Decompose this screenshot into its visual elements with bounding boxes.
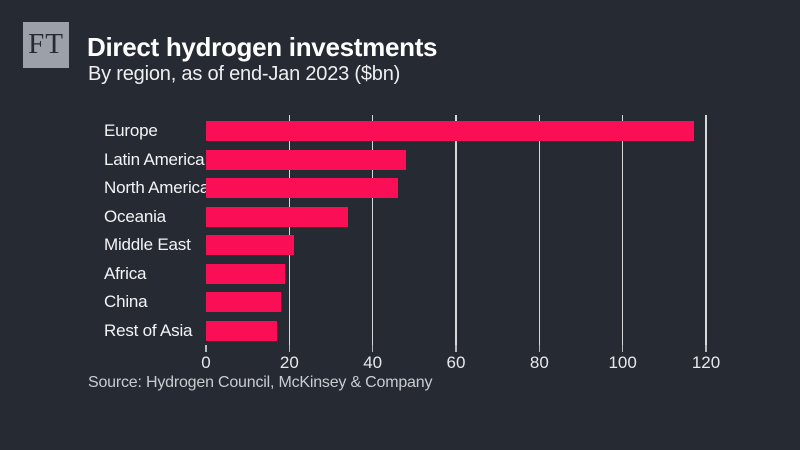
x-tick-label-40: 40	[363, 353, 383, 372]
gridline-100	[621, 115, 624, 345]
category-label-oceania: Oceania	[104, 206, 166, 226]
category-label-latin-america: Latin America	[104, 149, 205, 169]
bar-latin-america	[206, 149, 406, 170]
category-label-rest-of-asia: Rest of Asia	[104, 320, 193, 340]
x-tick-80	[538, 345, 541, 352]
x-tick-40	[371, 345, 374, 352]
chart-title: Direct hydrogen investments	[87, 32, 438, 62]
gridline-40	[371, 115, 374, 345]
x-tick-0	[205, 345, 207, 352]
category-label-china: China	[104, 292, 148, 312]
bar-north-america	[206, 178, 398, 199]
bar-china	[206, 292, 281, 313]
x-axis: 0 20 40 60 80 100 120	[201, 345, 720, 385]
x-tick-label-0: 0	[201, 353, 211, 372]
chart-subtitle: By region, as of end-Jan 2023 ($bn)	[88, 63, 401, 85]
bar-rest-of-asia	[206, 320, 277, 341]
x-tick-label-100: 100	[608, 353, 637, 372]
x-tick-label-80: 80	[529, 353, 549, 372]
source-note: Source: Hydrogen Council, McKinsey & Com…	[88, 374, 433, 391]
ft-logo: FT	[23, 22, 69, 68]
gridline-120	[705, 115, 707, 345]
bar-europe	[206, 121, 694, 142]
category-label-europe: Europe	[104, 121, 158, 141]
category-label-africa: Africa	[104, 263, 147, 283]
gridline-20	[288, 115, 291, 345]
category-label-north-america: North America	[104, 178, 210, 198]
x-tick-60	[455, 345, 457, 352]
bar-oceania	[206, 206, 348, 227]
gridline-80	[538, 115, 541, 345]
x-tick-120	[705, 345, 707, 352]
ft-logo-text: FT	[28, 27, 64, 60]
category-label-middle-east: Middle East	[104, 235, 191, 255]
x-tick-100	[621, 345, 624, 352]
plot-area	[206, 115, 707, 345]
bar-middle-east	[206, 235, 294, 256]
bar-africa	[206, 263, 286, 284]
x-tick-label-120: 120	[691, 353, 721, 372]
x-tick-20	[288, 345, 291, 352]
x-tick-label-60: 60	[446, 353, 466, 372]
category-labels: Europe Latin America North America Oceania M…	[104, 115, 209, 345]
gridline-60	[455, 115, 457, 345]
x-tick-label-20: 20	[279, 353, 299, 372]
